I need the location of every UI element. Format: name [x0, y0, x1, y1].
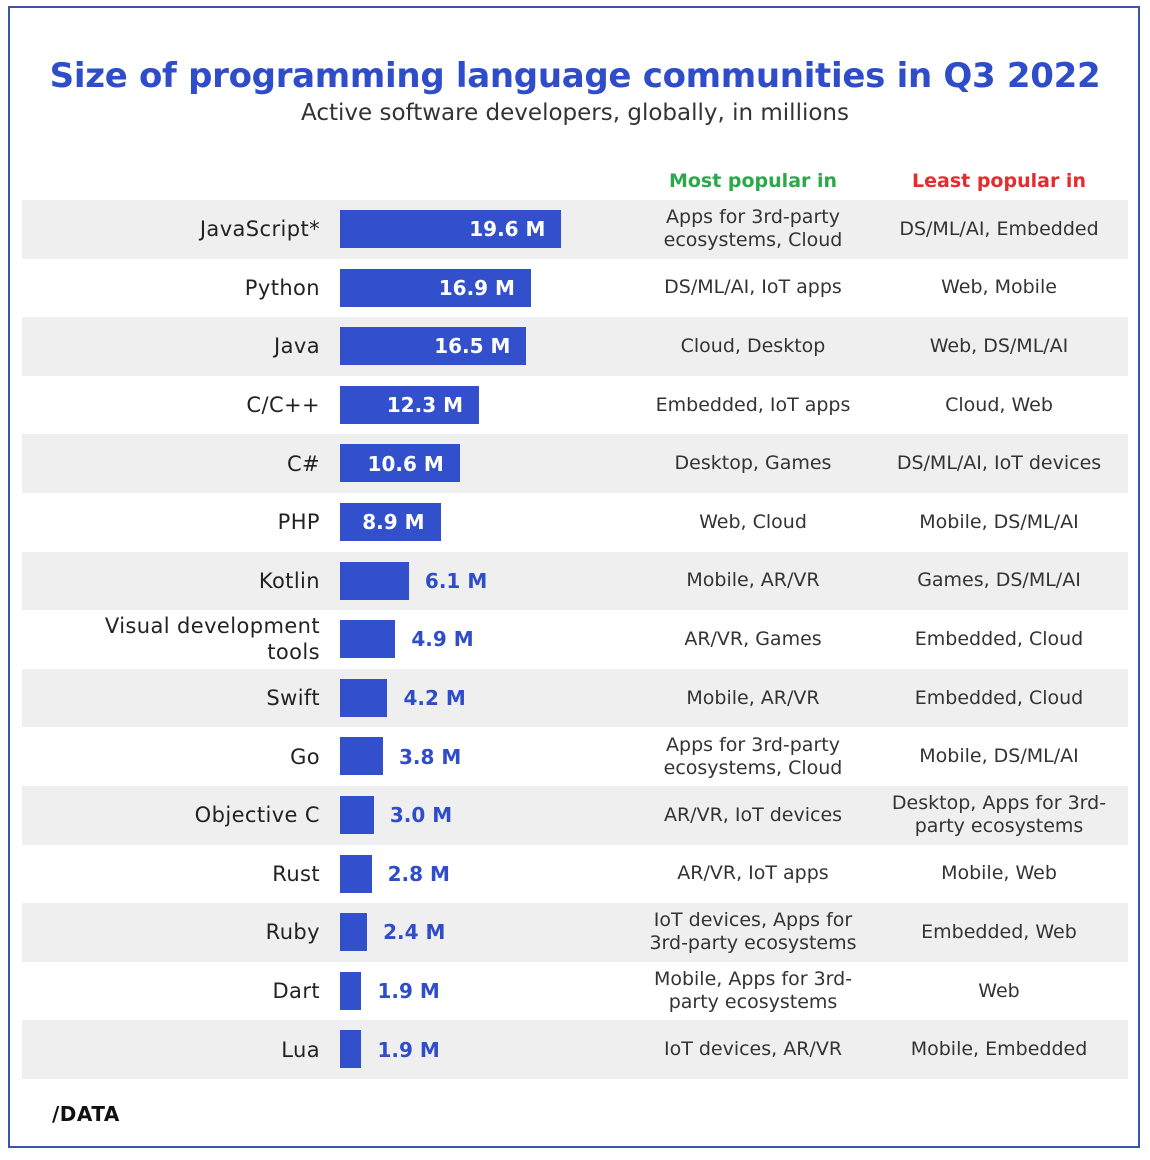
least-popular-header: Least popular in [912, 170, 1086, 192]
value-label: 8.9 M [362, 510, 425, 535]
bar [340, 444, 460, 483]
bar [340, 210, 562, 248]
value-label: 4.9 M [411, 627, 474, 652]
bar [340, 678, 388, 717]
most-popular-cell: Desktop, Games [674, 452, 832, 475]
value-label: 4.2 M [403, 686, 466, 711]
most-popular-cell: Apps for 3rd-party ecosystems, Cloud [663, 733, 843, 779]
language-label: Python [244, 275, 320, 300]
least-popular-cell: DS/ML/AI, Embedded [899, 217, 1099, 240]
language-label: Dart [272, 979, 320, 1004]
chart-row: Visual development tools 4.9 M AR/VR, Game… [22, 610, 1128, 669]
chart-row: Kotlin 6.1 M Mobile, AR/VR Games, DS/ML/AI [22, 551, 1128, 611]
least-popular-cell: Web, DS/ML/AI [929, 334, 1069, 357]
value-label: 1.9 M [377, 1037, 440, 1062]
bar [340, 1030, 362, 1069]
most-popular-cell: AR/VR, Games [684, 627, 822, 650]
bar [340, 795, 374, 834]
least-popular-cell: Web, Mobile [941, 276, 1057, 299]
least-popular-cell: Embedded, Web [921, 920, 1077, 943]
language-label: Kotlin [258, 568, 320, 593]
bar [340, 327, 527, 366]
value-label: 2.8 M [387, 861, 450, 886]
chart-row: Go 3.8 M Apps for 3rd-party ecosystems, Cl… [22, 727, 1128, 786]
bar [340, 385, 479, 424]
most-popular-cell: IoT devices, AR/VR [663, 1038, 843, 1061]
least-popular-cell: Desktop, Apps for 3rd-party ecosystems [891, 792, 1107, 838]
most-popular-cell: AR/VR, IoT apps [677, 862, 829, 885]
most-popular-cell: Apps for 3rd-party ecosystems, Cloud [663, 206, 843, 252]
chart-row: Objective C 3.0 M AR/VR, IoT devices Deskto… [22, 785, 1128, 845]
language-label: Lua [281, 1037, 320, 1062]
bar [340, 971, 362, 1010]
language-label: C/C++ [246, 393, 320, 418]
bar [340, 854, 372, 893]
value-label: 12.3 M [386, 393, 463, 418]
language-label: PHP [277, 510, 320, 535]
chart-title: Size of programming language communities… [49, 56, 1101, 96]
language-label: Rust [272, 861, 320, 886]
most-popular-cell: Cloud, Desktop [680, 334, 826, 357]
least-popular-cell: DS/ML/AI, IoT devices [896, 452, 1102, 475]
bar [340, 620, 396, 659]
chart-row: Ruby 2.4 M IoT devices, Apps for 3rd-party… [22, 903, 1128, 962]
chart-rows: JavaScript* 19.6 M Apps for 3rd-party ecos… [22, 200, 1128, 1079]
value-label: 16.5 M [434, 334, 511, 359]
chart-row: JavaScript* 19.6 M Apps for 3rd-party ecos… [22, 200, 1128, 259]
least-popular-cell: Mobile, DS/ML/AI [919, 745, 1079, 768]
slashdata-logo: /DATA [52, 1102, 120, 1126]
bar [340, 913, 368, 952]
chart-subtitle: Active software developers, globally, in… [301, 100, 849, 126]
least-popular-cell: Mobile, Embedded [910, 1038, 1088, 1061]
value-label: 10.6 M [367, 451, 444, 476]
language-label: Ruby [265, 920, 320, 945]
chart-row: Dart 1.9 M Mobile, Apps for 3rd-party ecos… [22, 962, 1128, 1021]
value-label: 16.9 M [438, 275, 515, 300]
least-popular-cell: Mobile, DS/ML/AI [919, 510, 1079, 533]
chart-row: Python 16.9 M DS/ML/AI, IoT apps Web, Mobil… [22, 259, 1128, 318]
least-popular-cell: Web [978, 979, 1020, 1002]
language-label: Objective C [194, 803, 320, 828]
bar [340, 502, 441, 541]
language-label: Go [290, 744, 320, 769]
most-popular-cell: Embedded, IoT apps [655, 393, 851, 416]
value-label: 3.0 M [389, 803, 453, 828]
value-label: 6.1 M [424, 568, 488, 593]
bar [340, 268, 531, 307]
language-label: JavaScript* [199, 217, 320, 242]
most-popular-cell: DS/ML/AI, IoT apps [664, 276, 842, 299]
chart-row: Swift 4.2 M Mobile, AR/VR Embedded, Cloud [22, 668, 1128, 728]
most-popular-cell: IoT devices, Apps for 3rd-party ecosyste… [649, 909, 857, 955]
language-label: Visual development tools [104, 614, 320, 665]
language-label: Java [274, 334, 320, 359]
most-popular-header: Most popular in [668, 170, 838, 192]
most-popular-cell: Mobile, Apps for 3rd-party ecosystems [653, 968, 853, 1014]
bar [340, 561, 409, 600]
most-popular-cell: Web, Cloud [699, 510, 807, 533]
value-label: 3.8 M [398, 744, 462, 769]
most-popular-cell: Mobile, AR/VR [686, 686, 820, 709]
value-label: 1.9 M [377, 979, 440, 1004]
least-popular-cell: Games, DS/ML/AI [917, 569, 1081, 592]
least-popular-cell: Mobile, Web [941, 862, 1057, 885]
chart-row: C/C++ 12.3 M Embedded, IoT apps Cloud, Web [22, 376, 1128, 435]
language-label: Swift [266, 686, 320, 711]
least-popular-cell: Embedded, Cloud [914, 686, 1084, 709]
chart-row: Lua 1.9 M IoT devices, AR/VR Mobile, Embedd… [22, 1020, 1128, 1079]
chart-row: Rust 2.8 M AR/VR, IoT apps Mobile, Web [22, 845, 1128, 904]
least-popular-cell: Embedded, Cloud [914, 627, 1084, 650]
least-popular-cell: Cloud, Web [945, 393, 1053, 416]
chart-row: Java 16.5 M Cloud, Desktop Web, DS/ML/AI [22, 317, 1128, 376]
chart-row: PHP 8.9 M Web, Cloud Mobile, DS/ML/AI [22, 493, 1128, 552]
language-label: C# [286, 451, 320, 476]
most-popular-cell: AR/VR, IoT devices [663, 803, 843, 826]
bar [340, 737, 383, 776]
chart-row: C# 10.6 M Desktop, Games DS/ML/AI, IoT devi… [22, 434, 1128, 493]
value-label: 2.4 M [383, 920, 446, 945]
value-label: 19.6 M [469, 217, 546, 242]
most-popular-cell: Mobile, AR/VR [686, 569, 820, 592]
